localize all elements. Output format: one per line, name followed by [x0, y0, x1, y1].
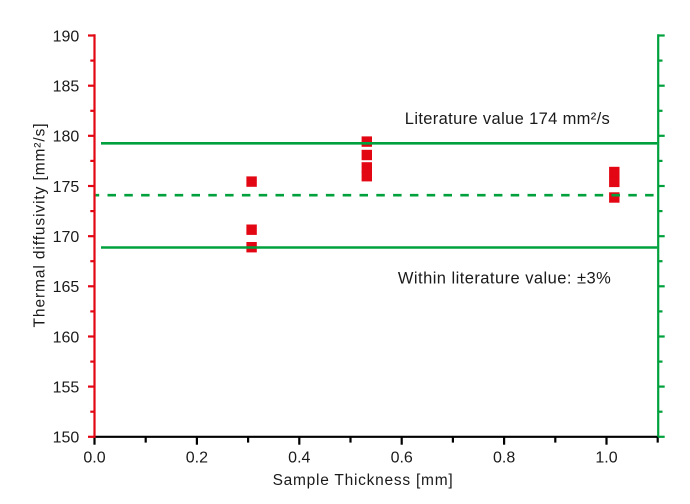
- svg-text:0.0: 0.0: [83, 450, 105, 467]
- svg-text:180: 180: [53, 129, 80, 146]
- svg-text:175: 175: [53, 179, 80, 196]
- svg-text:170: 170: [53, 229, 80, 246]
- svg-text:Literature value 174 mm²/s: Literature value 174 mm²/s: [405, 110, 610, 128]
- svg-text:0.4: 0.4: [288, 450, 310, 467]
- svg-text:1.0: 1.0: [595, 450, 617, 467]
- svg-text:Sample Thickness [mm]: Sample Thickness [mm]: [273, 472, 454, 489]
- svg-text:190: 190: [53, 28, 80, 45]
- svg-text:0.8: 0.8: [493, 450, 515, 467]
- svg-text:185: 185: [53, 79, 80, 96]
- svg-text:155: 155: [53, 379, 80, 396]
- svg-text:Within literature value: ±3%: Within literature value: ±3%: [398, 269, 611, 287]
- svg-text:0.6: 0.6: [391, 450, 413, 467]
- svg-text:160: 160: [53, 329, 80, 346]
- svg-text:0.2: 0.2: [186, 450, 208, 467]
- svg-text:165: 165: [53, 279, 80, 296]
- svg-text:150: 150: [53, 430, 80, 447]
- svg-text:Thermal diffusivity [mm²/s]: Thermal diffusivity [mm²/s]: [31, 123, 48, 328]
